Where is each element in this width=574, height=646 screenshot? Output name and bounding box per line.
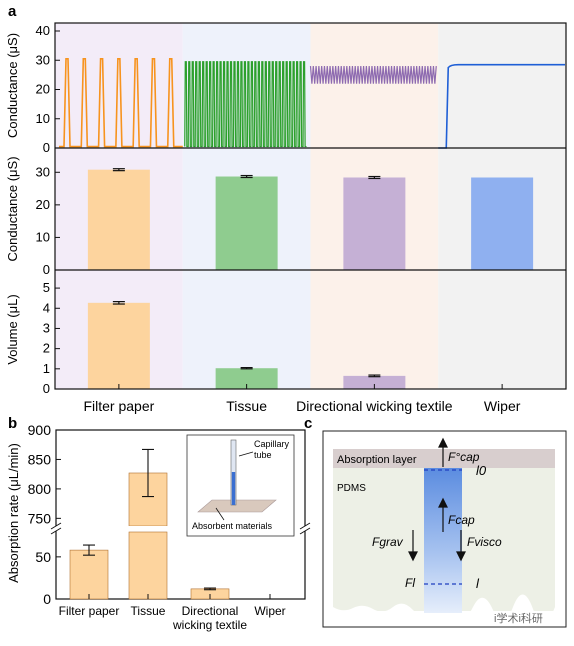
axis-break-right-1 — [299, 522, 311, 530]
series-line-tissue — [184, 61, 307, 148]
f-cap-label: Fcap — [448, 513, 475, 527]
y-tick-label: 10 — [36, 229, 50, 244]
inset-material-pointer — [215, 507, 225, 521]
bar-0 — [87, 169, 150, 270]
bar-1 — [215, 368, 278, 389]
x-category-label: Tissue — [226, 398, 267, 414]
y-tick-label: 0 — [43, 381, 50, 396]
x-category-label: Filter paper — [59, 604, 120, 618]
axis-break-gap — [50, 526, 311, 531]
bar-0 — [69, 549, 109, 600]
y-axis-label: Conductance (μS) — [5, 156, 20, 261]
y-tick-label: 30 — [36, 164, 50, 179]
f-cap0-label: F°cap — [448, 450, 480, 464]
panel-a-frame — [54, 22, 567, 390]
y-tick-label: 5 — [43, 280, 50, 295]
y-tick-label: 2 — [43, 341, 50, 356]
x-category-label: Directional wicking textile — [296, 398, 453, 414]
series-line-directional-wicking-textile — [309, 66, 437, 84]
bar-0 — [87, 302, 150, 389]
f-visco-label: Fvisco — [467, 535, 502, 549]
diagram-capillary-forces: Absorption layer PDMS F°cap l0 Fcap Fgra… — [322, 430, 567, 628]
y-tick-label: 50 — [35, 549, 51, 565]
bar-lower-1 — [128, 531, 168, 600]
chart-absorption-rate: 0 50 750 800 850 900 Absorption rate (μL/min) F… — [6, 422, 311, 632]
inset-absorbent-material — [197, 499, 277, 513]
capillary-channel — [424, 468, 462, 613]
x-category-label: Directional wicking textile — [172, 604, 247, 632]
axis-break-left-1 — [50, 522, 62, 530]
y-tick-label: 0 — [43, 591, 51, 607]
inset-tube-label: Capillary tube — [254, 439, 290, 460]
x-category-label: Wiper — [254, 604, 285, 618]
y-tick-label: 1 — [43, 361, 50, 376]
inset-tube-liquid — [231, 472, 236, 505]
f-cap0-arrowhead-icon — [438, 437, 448, 448]
panel-a-category-labels: Filter paper Tissue Directional wicking te… — [83, 384, 521, 414]
y-tick-label: 30 — [36, 52, 50, 67]
y-tick-label: 850 — [28, 451, 52, 467]
panel-label-b: b — [8, 415, 17, 432]
axis-break-right-2 — [299, 527, 311, 535]
x-category-label: Tissue — [131, 604, 166, 618]
chart-volume-bar: 0 1 2 3 4 5 Volume (μL) — [5, 280, 406, 396]
y-tick-label: 3 — [43, 320, 50, 335]
y-tick-label: 20 — [36, 82, 50, 97]
y-tick-label: 750 — [28, 510, 52, 526]
bar-3 — [471, 177, 534, 270]
y-tick-label: 0 — [43, 262, 50, 277]
l0-label: l0 — [476, 463, 487, 478]
y-axis-label: Volume (μL) — [5, 294, 20, 364]
inset-frame — [186, 434, 295, 537]
absorption-layer — [333, 449, 555, 468]
chart-conductance-bar: 0 10 20 30 Conductance (μS) — [5, 156, 534, 277]
y-tick-label: 0 — [43, 140, 50, 155]
panel-b-frame — [55, 429, 306, 600]
bar-2 — [343, 375, 406, 389]
f-grav-label: Fgrav — [372, 535, 404, 549]
f-cap-arrowhead-icon — [438, 497, 448, 508]
y-tick-label: 10 — [36, 111, 50, 126]
y-axis-label: Conductance (μS) — [5, 33, 20, 138]
inset-tube-pointer — [238, 451, 254, 457]
bar-1 — [215, 176, 278, 270]
panel-label-c: c — [304, 415, 312, 432]
absorption-layer-label: Absorption layer — [337, 454, 417, 466]
y-tick-label: 20 — [36, 197, 50, 212]
inset-material-label: Absorbent materials — [192, 521, 273, 531]
chart-conductance-time: 0 10 20 30 40 Conductance (μS) — [5, 23, 565, 155]
panel-label-a: a — [8, 3, 17, 20]
l-label: l — [476, 576, 480, 591]
panel-a-border — [54, 22, 567, 390]
x-category-label: Filter paper — [83, 398, 154, 414]
y-tick-label: 40 — [36, 23, 50, 38]
series-line-filter-paper — [59, 57, 183, 148]
y-axis-label: Absorption rate (μL/min) — [6, 443, 21, 583]
axis-break-left-2 — [50, 527, 62, 535]
f-l-label: Fl — [405, 576, 415, 590]
x-category-label: Wiper — [484, 398, 521, 414]
watermark: i学术i科研 — [494, 611, 543, 625]
y-tick-label: 900 — [28, 422, 52, 438]
y-tick-label: 4 — [43, 300, 50, 315]
f-grav-arrowhead-icon — [408, 551, 418, 562]
series-line-wiper — [438, 63, 565, 149]
f-visco-arrowhead-icon — [456, 551, 466, 562]
pdms-label: PDMS — [337, 483, 366, 494]
y-tick-label: 800 — [28, 481, 52, 497]
bar-2 — [343, 177, 406, 270]
bar-break-gap-1 — [128, 526, 168, 531]
